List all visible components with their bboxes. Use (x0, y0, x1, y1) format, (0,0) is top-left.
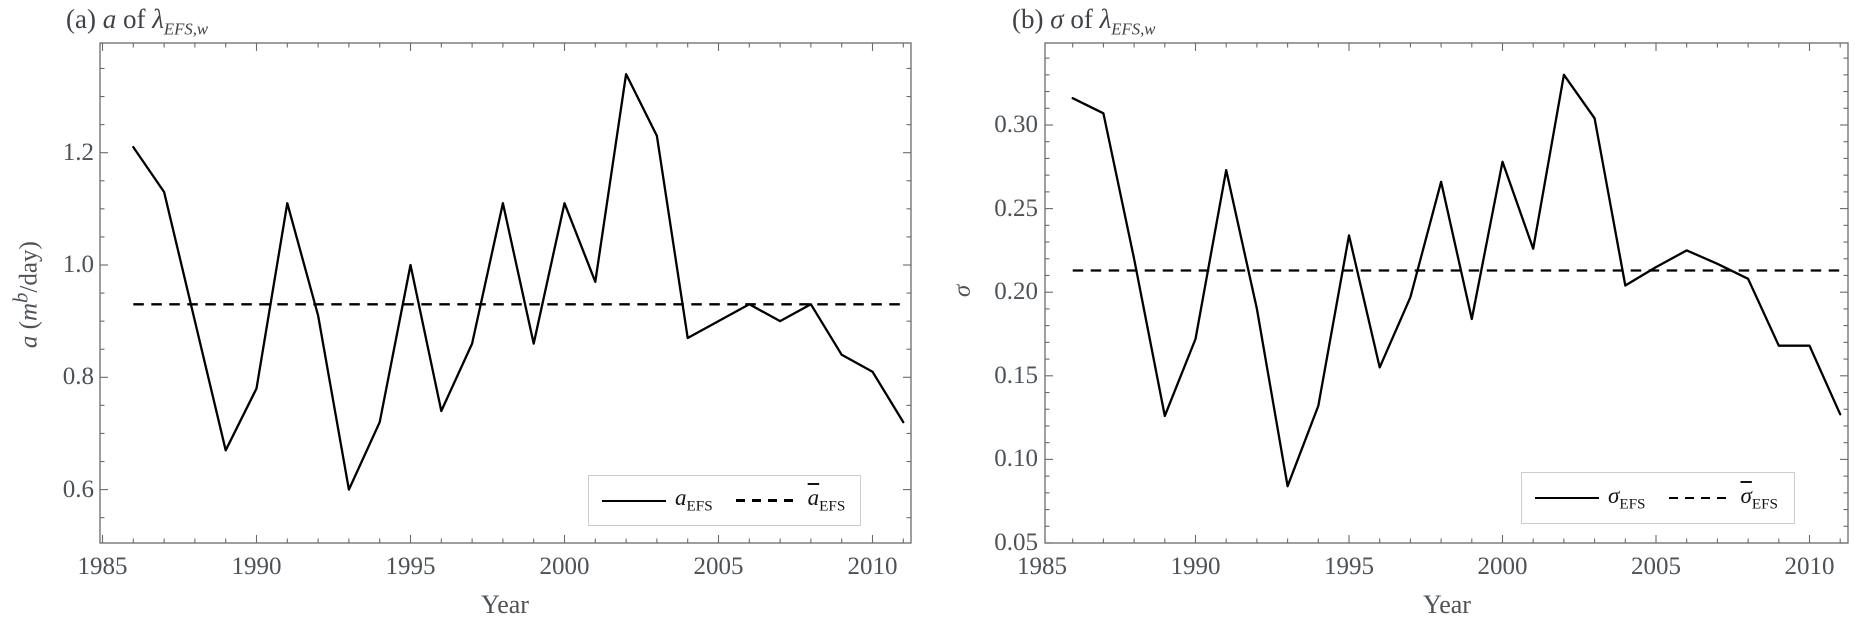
legend-a-sub: EFS (686, 497, 713, 515)
panel-a-xtick-label-1995: 1995 (385, 553, 436, 580)
panel-b-title: (b) σ of λEFS,w (1012, 4, 1155, 39)
panel-b-ytick-label-0.25: 0.25 (994, 194, 1038, 222)
solid-line-sample (602, 499, 666, 502)
legend-b-bar-sub: EFS (1751, 495, 1778, 513)
panel-a-title-prefix: (a) (66, 4, 103, 34)
panel-a-xtick-label-2000: 2000 (539, 553, 590, 580)
panel-a-title: (a) a of λEFS,w (66, 4, 208, 39)
panel-a-ytick-label-0.8: 0.8 (62, 363, 94, 391)
panel-a-ytick-label-1.2: 1.2 (62, 138, 94, 166)
panel-b-legend: σEFS σEFS (1521, 472, 1795, 524)
panel-a-ytick-label-0.6: 0.6 (62, 475, 94, 503)
panel-a-xtick-label-1990: 1990 (231, 553, 282, 580)
panel-a-y-axis-label: a (mb/day) (8, 215, 43, 375)
y-label-m: m (15, 302, 43, 322)
panel-a-ytick-label-1.0: 1.0 (62, 251, 94, 278)
legend-label-sigma-efs: σEFS (1608, 483, 1646, 514)
panel-b-ytick-label-0.20: 0.20 (994, 278, 1038, 306)
panel-b-x-axis-label: Year (1423, 590, 1471, 619)
panel-b-xtick-label-2010: 2010 (1784, 553, 1835, 580)
legend-label-a-bar-efs: aEFS (808, 485, 846, 516)
panel-b-ytick-label-0.30: 0.30 (994, 111, 1038, 138)
panel-a-title-var: a (102, 4, 117, 34)
panel-a-data-line (132, 72, 905, 491)
legend-a-main: a (675, 485, 687, 511)
lambda-subscript: EFS,w (1111, 19, 1156, 39)
panel-a-legend: aEFS aEFS (588, 475, 861, 526)
dashed-line-sample (1668, 496, 1732, 500)
panel-b-ytick-label-0.10: 0.10 (994, 445, 1038, 473)
dashed-line-sample (735, 499, 799, 502)
panel-b-xtick-label-2000: 2000 (1477, 553, 1528, 580)
panel-b-ytick-label-0.05: 0.05 (994, 529, 1038, 556)
panel-b-title-var: σ (1050, 4, 1064, 34)
panel-b-xtick-label-1990: 1990 (1170, 553, 1221, 580)
panel-b-xtick-label-1985: 1985 (1017, 553, 1067, 580)
lambda-subscript: EFS,w (163, 19, 209, 39)
panel-a-xtick-label-1985: 1985 (77, 553, 128, 580)
panel-b-ytick-label-0.15: 0.15 (994, 361, 1038, 389)
legend-a-bar-main: a (807, 485, 820, 511)
legend-b-main: σ (1608, 482, 1620, 508)
panel-b-title-prefix: (b) (1012, 4, 1051, 34)
panel-b-data-line (1071, 73, 1842, 488)
panel-a-xtick-label-2010: 2010 (847, 553, 898, 580)
legend-label-sigma-bar-efs: σEFS (1741, 483, 1779, 514)
legend-b-sub: EFS (1619, 495, 1646, 513)
panel-a-x-axis-label: Year (481, 590, 529, 619)
panel-b-xtick-label-2005: 2005 (1631, 553, 1681, 580)
legend-a-bar-sub: EFS (819, 497, 846, 515)
y-label-var: a (15, 335, 43, 349)
panel-a-xtick-label-2005: 2005 (693, 553, 744, 580)
panel-b-frame (1044, 42, 1849, 544)
solid-line-sample (1535, 497, 1599, 499)
panel-a-frame (99, 42, 912, 544)
panel-b-xtick-label-1995: 1995 (1324, 553, 1374, 580)
lambda-symbol: λ (152, 4, 164, 34)
panel-a-title-mid: of (116, 4, 153, 34)
y-label-sup: b (8, 292, 33, 303)
panel-b-title-mid: of (1063, 4, 1100, 34)
legend-label-a-efs: aEFS (675, 485, 713, 516)
y-label-open: ( (15, 321, 43, 336)
lambda-symbol: λ (1099, 4, 1112, 34)
legend-b-bar-main: σ (1740, 482, 1752, 508)
